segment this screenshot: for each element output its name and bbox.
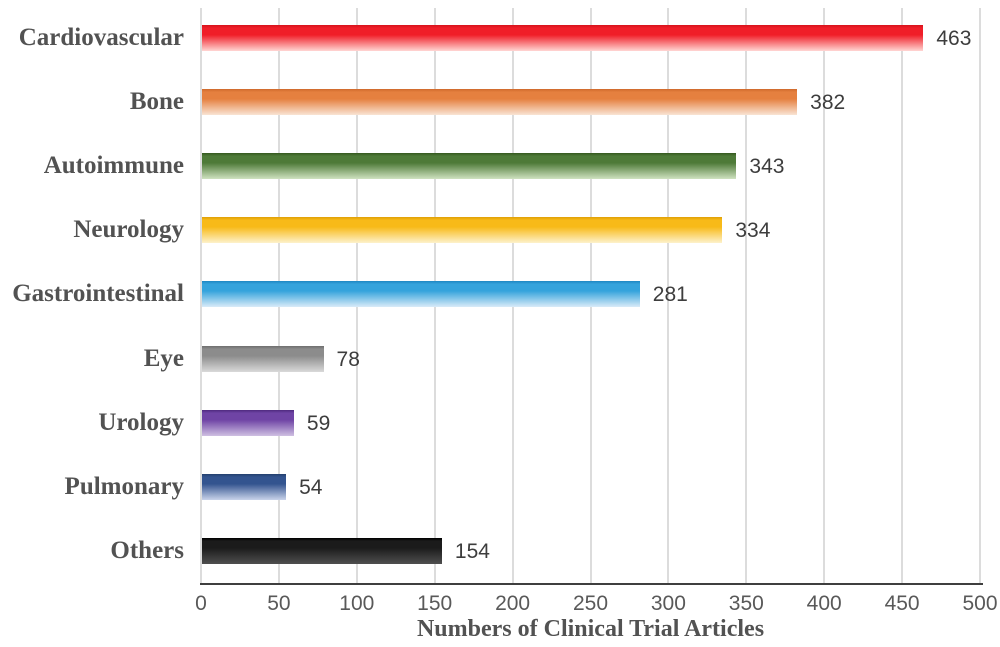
value-label: 59 xyxy=(306,411,331,435)
value-label: 382 xyxy=(810,90,846,114)
x-axis-line xyxy=(200,583,983,585)
x-tick-label: 100 xyxy=(339,592,375,615)
bar-others xyxy=(202,538,442,565)
value-label: 154 xyxy=(454,540,490,564)
category-label: Others xyxy=(110,537,184,565)
category-label: Gastrointestinal xyxy=(12,280,184,308)
category-label: Bone xyxy=(129,87,184,115)
x-tick-label: 400 xyxy=(806,592,842,615)
category-label: Cardiovascular xyxy=(18,23,184,51)
x-tick-label: 500 xyxy=(962,592,998,615)
gridline xyxy=(823,8,826,584)
x-tick-label: 350 xyxy=(728,592,764,615)
x-tick-label: 250 xyxy=(572,592,609,615)
bar-bone xyxy=(202,88,798,115)
category-label: Autoimmune xyxy=(43,151,184,179)
value-label: 343 xyxy=(749,154,785,178)
bar-eye xyxy=(202,345,324,372)
bar-neurology xyxy=(202,217,723,244)
gridline xyxy=(979,8,981,584)
category-label: Eye xyxy=(143,344,184,372)
bar-pulmonary xyxy=(202,473,287,500)
x-tick-label: 150 xyxy=(417,592,453,615)
category-label: Neurology xyxy=(73,216,184,244)
bar-cardiovascular xyxy=(202,24,924,51)
x-tick-label: 0 xyxy=(195,592,207,615)
bar-urology xyxy=(202,409,294,436)
value-label: 78 xyxy=(336,347,360,371)
x-tick-label: 300 xyxy=(650,592,686,615)
gridline xyxy=(200,8,202,584)
gridline xyxy=(745,8,748,584)
value-label: 281 xyxy=(652,283,688,307)
gridline xyxy=(901,8,904,584)
x-tick-label: 50 xyxy=(267,592,291,615)
x-tick-label: 450 xyxy=(884,592,920,615)
gridline xyxy=(667,8,670,584)
x-tick-label: 200 xyxy=(495,592,531,615)
category-label: Urology xyxy=(98,408,184,436)
bar-gastrointestinal xyxy=(202,281,640,308)
bar-autoimmune xyxy=(202,152,737,179)
value-label: 334 xyxy=(735,219,771,243)
x-axis-title: Numbers of Clinical Trial Articles xyxy=(416,616,765,642)
category-label: Pulmonary xyxy=(64,472,184,500)
value-label: 54 xyxy=(299,475,323,499)
value-label: 463 xyxy=(936,26,972,50)
